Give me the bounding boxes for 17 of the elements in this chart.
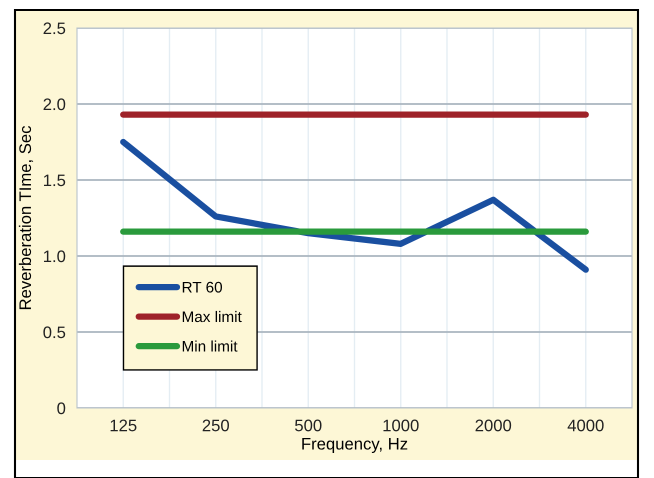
legend-label: Min limit (182, 340, 238, 352)
x-tick-label: 1000 (383, 420, 419, 432)
x-tick-label: 500 (295, 420, 322, 432)
x-tick-label: 4000 (568, 420, 604, 432)
x-tick-label: 250 (202, 420, 230, 432)
y-tick-label: 0 (57, 402, 66, 414)
y-tick-label: 2.5 (44, 22, 66, 34)
x-tick-label: 125 (110, 420, 136, 432)
y-tick-label: 0.5 (43, 326, 66, 338)
legend-label: Max limit (182, 310, 242, 322)
y-tick-label: 2.0 (44, 98, 66, 110)
x-tick-label: 2000 (476, 420, 512, 432)
y-tick-label: 1.5 (44, 174, 66, 186)
x-axis-title: Frequency, Hz (302, 438, 408, 453)
y-axis-title: Reverberation TIme, Sec (18, 126, 34, 310)
y-tick-label: 1.0 (44, 250, 66, 262)
legend-label: RT 60 (182, 282, 222, 293)
